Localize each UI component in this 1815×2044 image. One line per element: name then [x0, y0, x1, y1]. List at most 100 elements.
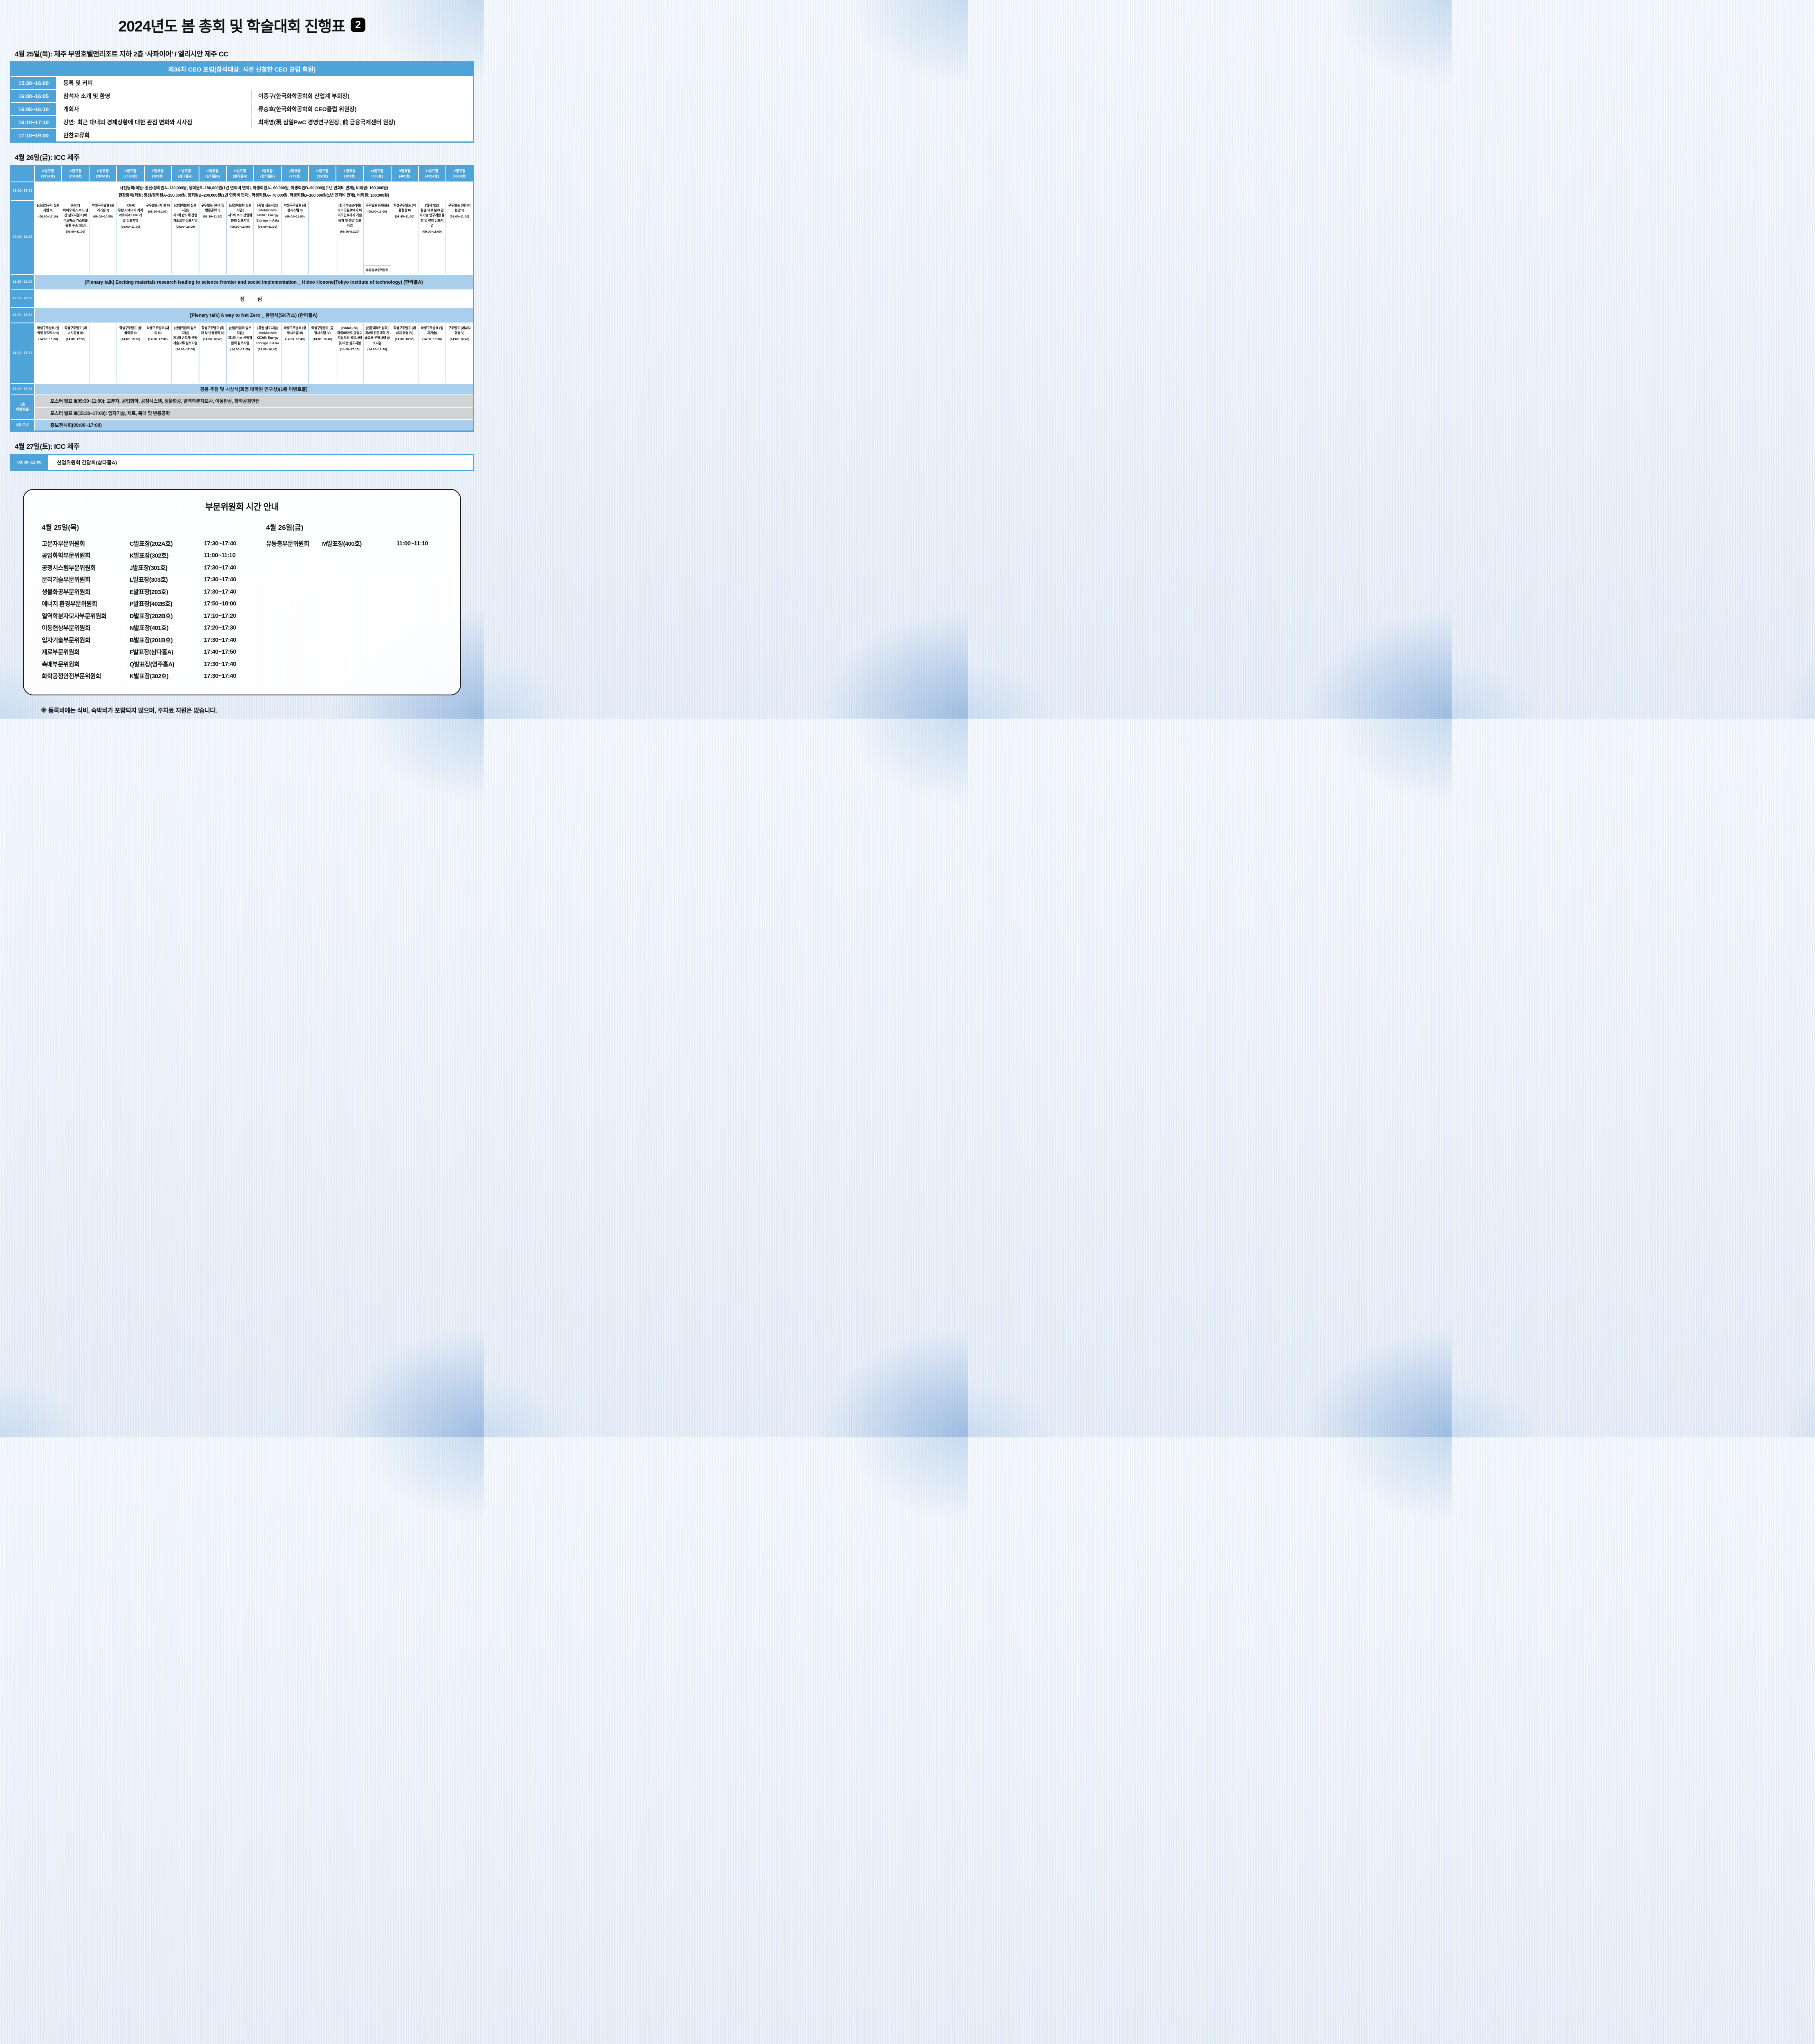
- session-title: 제1회 수소 산업위원회 심포지엄: [228, 213, 252, 222]
- committee-row: 분리기술부문위원회 L발표장(303호) 17:30~17:40: [42, 574, 250, 586]
- room-number: (402B호): [452, 174, 467, 178]
- session-cell: [산업위원회 심포지엄] 제1회 반도체 산업 기술교류 심포지엄 (14:00…: [172, 323, 199, 383]
- committee-columns: 4월 25일(목) 고분자부문위원회 C발표장(202A호) 17:30~17:…: [42, 522, 442, 682]
- session-title: 구두발표 (재 료 II): [146, 203, 170, 207]
- session-category: [산업위원회 심포지엄]: [229, 203, 251, 212]
- session-info: 학생구두발표 (생물화공 II) (14:00~15:00): [117, 323, 144, 383]
- program-cell: 만찬교류회: [63, 132, 90, 139]
- committee-row: 유동층부문위원회 M발표장(400호) 11:00~11:10: [266, 538, 442, 550]
- committee-name: 입자기술부문위원회: [42, 637, 90, 644]
- session-cell: [특별 심포지엄] InfoMat with KIChE: Energy Sto…: [254, 200, 281, 274]
- committee-venue: N발표장(401호): [129, 625, 169, 632]
- committee-day2-list: 유동층부문위원회 M발표장(400호) 11:00~11:10: [266, 538, 442, 550]
- room-header: I발표장 (한라홀B): [254, 166, 281, 182]
- session-title: 제1회 반도체 산업 기술교류 심포지엄: [173, 336, 198, 345]
- session-info: [산업위원회 심포지엄] 제1회 반도체 산업 기술교류 심포지엄 (09:00…: [172, 201, 199, 274]
- session-time: (14:00~16:50): [395, 337, 414, 341]
- session-cell: [산업위원회 심포지엄] 제1회 수소 산업위원회 심포지엄 (09:00~11…: [226, 200, 254, 274]
- session-info: [309, 201, 336, 274]
- session-title: 학생구두발표 (공정시스템 III): [284, 326, 306, 335]
- session-cell: [입자기술] 환경·의료 분야 입자기술 연구개발 동향 및 전망 심포지엄 (…: [419, 200, 445, 274]
- session-cell: [ERC] 바이오매스 수소 생산 심포지엄 II (바이오매스 가스화를 통한…: [62, 200, 89, 274]
- session-info: [입자기술] 환경·의료 분야 입자기술 연구개발 동향 및 전망 심포지엄 (…: [419, 201, 445, 274]
- room-header: M발표장 (400호): [364, 166, 391, 182]
- poster-session: 포스터 발표 II(09:30~11:00): 고분자, 공업화학, 공정시스템…: [35, 395, 473, 407]
- exhibition-text: 홍보전시회(09:00~17:00): [35, 419, 473, 430]
- room-header: P발표장 (402B호): [446, 166, 473, 182]
- committee-row: 재료부문위원회 F발표장(삼다홀A) 17:40~17:50: [42, 646, 250, 658]
- committee-row: 촉매부문위원회 Q발표장(영주홀A) 17:30~17:40: [42, 658, 250, 670]
- session-time: (14:00~15:30): [422, 337, 442, 341]
- session-info: 학생구두발표 (공정시스템 III) (14:00~16:40): [282, 323, 309, 383]
- program-cell: 강연: 최근 대내외 경제상황에 대한 관점 변화와 시사점: [63, 119, 192, 126]
- committee-day2-heading: 4월 26일(금): [266, 523, 304, 531]
- committee-row: 화학공정안전부문위원회 K발표장(302호) 17:30~17:40: [42, 670, 250, 682]
- ceo-forum-row: 15:30~16:00 등록 및 커피: [11, 77, 473, 89]
- ceo-forum-table: 제36차 CEO 포럼(참석대상: 사전 신청한 CEO 클럽 회원) 15:3…: [10, 61, 474, 143]
- day2-schedule-table: A발표장 (201A호) B발표장 (201B호) C발표장 (202A호): [10, 165, 474, 432]
- committee-time: 17:30~17:40: [204, 540, 236, 547]
- room-number: (한라홀A): [233, 174, 248, 178]
- time-cell: 12:00~13:00: [11, 290, 35, 307]
- session-title: 학생구두발표 (공정시스템 IV): [311, 326, 334, 335]
- room-number: (202B호): [123, 174, 137, 178]
- session-cell: 구두발표 (에너지 환경 V) (14:00~16:40): [446, 323, 473, 383]
- room-name: E발표장: [152, 169, 164, 173]
- committee-row: 입자기술부문위원회 B발표장(201B호) 17:30~17:40: [42, 634, 250, 646]
- committee-name: 고분자부문위원회: [42, 540, 85, 547]
- lunch-text: 점 심: [35, 290, 473, 307]
- session-info: [산업위원회 심포지엄] 제1회 수소 산업위원회 심포지엄 (09:00~11…: [227, 201, 254, 274]
- committee-row: 고분자부문위원회 C발표장(202A호) 17:30~17:40: [42, 538, 250, 550]
- session-category: [한국석유관리원]: [338, 203, 361, 207]
- day1-heading: 4월 25일(목): 제주 부영호텔앤리조트 지하 2층 ‘사파이어’ / 엘리…: [15, 50, 228, 58]
- session-info: [특별 심포지엄] InfoMat with KIChE: Energy Sto…: [254, 201, 281, 274]
- committee-box-title: 부문위원회 시간 안내: [205, 502, 279, 512]
- session-cell: [산업위원회 심포지엄] 제1회 반도체 산업 기술교류 심포지엄 (09:00…: [172, 200, 199, 274]
- day3-row: 09:30~11:00 산업위원회 간담회(삼다홀A): [11, 455, 473, 470]
- committee-row: 생물화공부문위원회 E발표장(203호) 17:30~17:40: [42, 586, 250, 598]
- session-info: 학생구두발표 (에너지환경 III) (14:00~17:00): [62, 323, 89, 383]
- committee-name: 공업화학부문위원회: [42, 552, 90, 560]
- time-cell: 09:00~11:00: [11, 200, 35, 274]
- session-cell: 학생구두발표 (입자기술) (14:00~15:30): [419, 323, 445, 383]
- session-time: (09:00~11:10): [38, 215, 58, 219]
- session-cell: 학생구두발표 (에너지환경 III) (14:00~17:00): [62, 323, 89, 383]
- session-time: (14:00~17:00): [66, 337, 85, 341]
- session-cell: 학생구두발표 (공정시스템 III) (14:00~16:40): [281, 323, 309, 383]
- time-cell: 16:05~16:10: [11, 103, 57, 115]
- session-time: (08:50~11:00): [148, 209, 168, 213]
- poster-sessions: 포스터 발표 II(09:30~11:00): 고분자, 공업화학, 공정시스템…: [35, 395, 473, 419]
- session-info: 학생구두발표 (공정시스템 IV) (14:00~16:40): [309, 323, 336, 383]
- plenary1-row: 11:10~12:00 [Plenary talk] Exciting mate…: [11, 273, 473, 289]
- session-title: InfoMat with KIChE: Energy Storage in As…: [256, 331, 279, 345]
- page-title: 2024년도 봄 총회 및 학술대회 진행표: [118, 18, 345, 35]
- event-hall-row: 1층 이벤트홀 포스터 발표 II(09:30~11:00): 고분자, 공업화…: [11, 394, 473, 419]
- session-category: [산업위원회 심포지엄]: [174, 326, 197, 335]
- page-header: 2024년도 봄 총회 및 학술대회 진행표 2: [10, 14, 474, 36]
- session-category: [신진연구자 심포지엄 III]: [37, 203, 60, 212]
- session-time: (08:45~11:00): [395, 215, 414, 219]
- committee-note: 유동층부문위원회: [364, 265, 391, 274]
- session-time: (09:00~11:00): [450, 215, 469, 219]
- room-name: G발표장: [206, 169, 219, 173]
- room-number: (한라홀B): [260, 174, 275, 178]
- session-info: 학생구두발표 (공정시스템 II) (09:00~11:00): [282, 201, 309, 274]
- session-title: 제1회 수소 산업위원회 심포지엄: [228, 336, 252, 345]
- session-time: (14:00~17:00): [148, 337, 168, 341]
- committee-time: 11:00~11:10: [204, 552, 236, 559]
- room-name: P발표장: [453, 169, 465, 173]
- session-title: 학생구두발표 (촉매 및 반응공학 III): [201, 326, 225, 335]
- session-title: 학생구두발표 (이동현상 II): [393, 203, 416, 212]
- session-info: [신진연구자 심포지엄 III] (09:00~11:10): [35, 201, 62, 274]
- room-name: J발표장: [289, 169, 301, 173]
- room-header: B발표장 (201B호): [62, 166, 89, 182]
- room-number: (203호): [152, 174, 163, 178]
- session-cell: 구두발표 (에너지 환경 II) (09:00~11:00): [446, 200, 473, 274]
- committee-venue: L발표장(303호): [129, 576, 168, 584]
- room-header: N발표장 (401호): [391, 166, 418, 182]
- committee-time: 17:40~17:50: [204, 648, 236, 656]
- committee-day1-list: 고분자부문위원회 C발표장(202A호) 17:30~17:40 공업화학부문위…: [42, 538, 250, 682]
- committee-name: 에너지 환경부문위원회: [42, 601, 97, 608]
- session-cell: [산업위원회 심포지엄] 제1회 수소 산업위원회 심포지엄 (14:00~17…: [226, 323, 254, 383]
- room-number: (302호): [316, 174, 328, 178]
